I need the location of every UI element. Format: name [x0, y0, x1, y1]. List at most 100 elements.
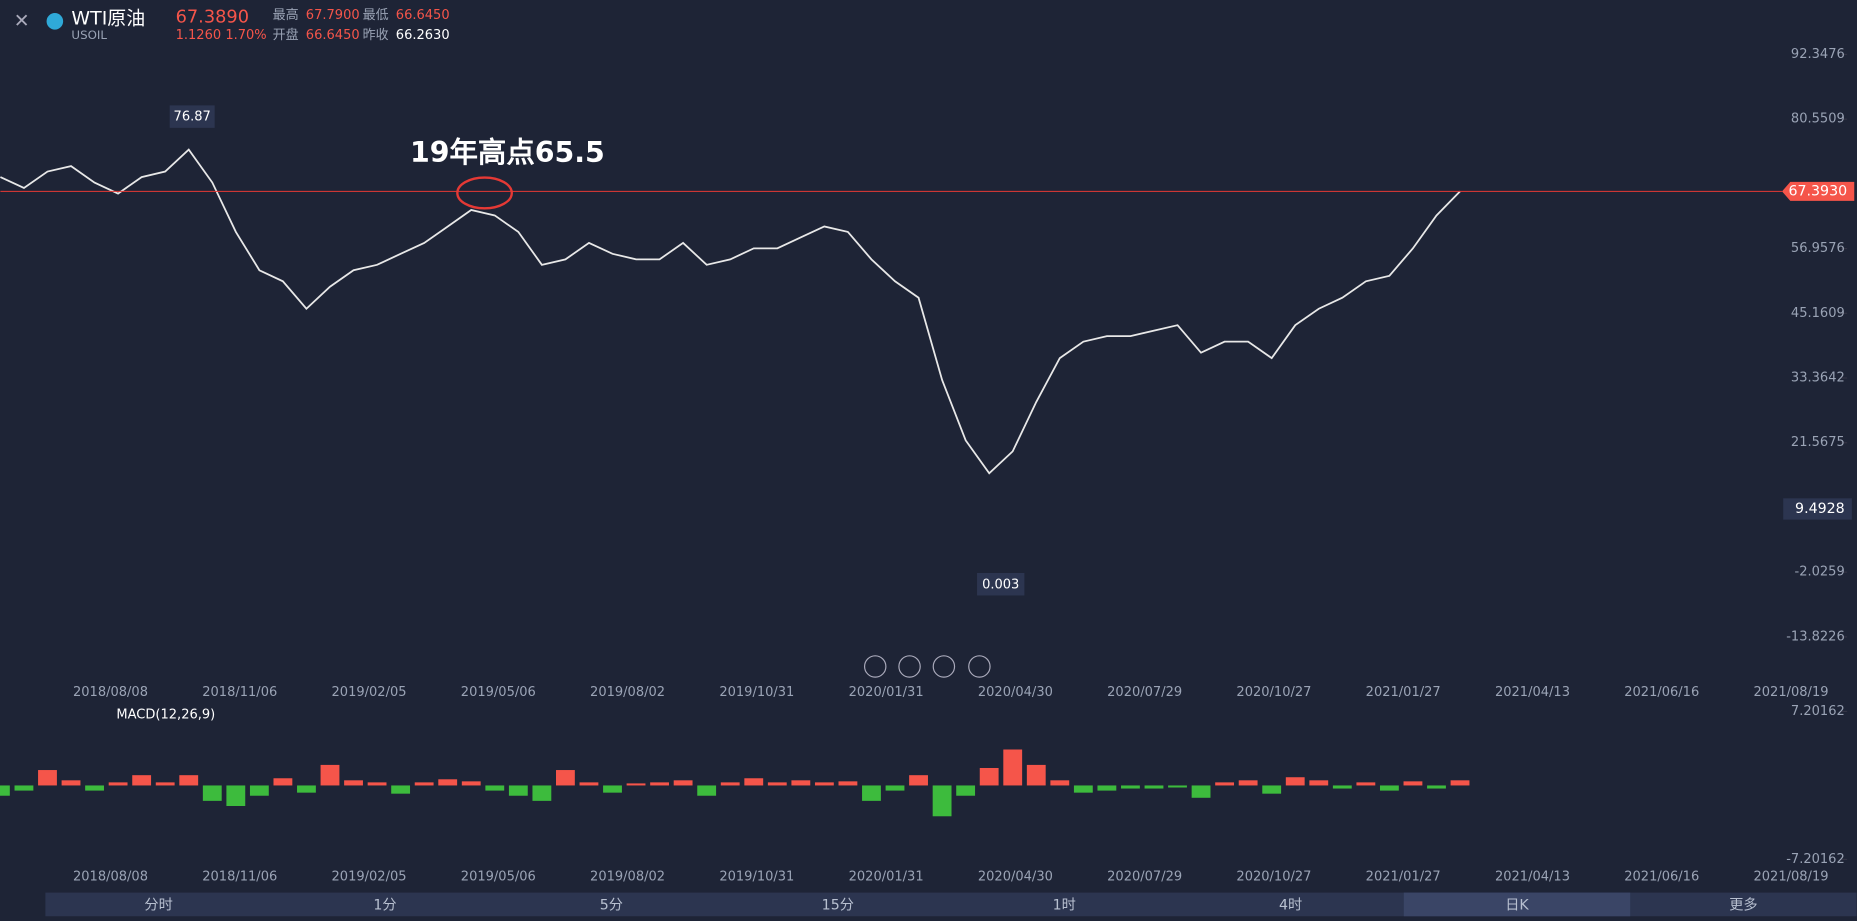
macd-bar [1026, 764, 1046, 786]
tab[interactable]: 4时 [1279, 898, 1302, 914]
symbol-code: USOIL [71, 28, 107, 42]
macd-bar [85, 785, 104, 791]
x-tick-label: 2019/10/31 [719, 870, 794, 885]
x-tick-label: 2021/04/13 [1495, 870, 1570, 885]
tab[interactable]: 5分 [600, 898, 623, 914]
tab[interactable]: 分时 [144, 898, 172, 914]
y-tick-label: 92.3476 [1791, 47, 1845, 62]
x-tick-label: 2019/08/02 [590, 870, 665, 885]
x-tick-label: 2021/01/27 [1366, 870, 1441, 885]
macd-bar [1050, 780, 1070, 786]
highlight-ellipse [456, 176, 513, 210]
x-tick-label: 2021/08/19 [1754, 870, 1829, 885]
macd-bar [485, 785, 505, 791]
macd-bar [1309, 780, 1329, 786]
x-tick-label: 2019/05/06 [461, 870, 536, 885]
price-line [0, 148, 1461, 475]
macd-bar [1097, 785, 1117, 791]
macd-bar [532, 785, 552, 801]
tab[interactable]: 15分 [822, 898, 854, 914]
macd-bar [1427, 785, 1446, 789]
macd-bar [979, 767, 999, 786]
x-tick-label: 2019/05/06 [461, 685, 536, 700]
macd-bar [650, 782, 670, 786]
macd-bar [1168, 785, 1187, 788]
macd-bar [956, 785, 976, 796]
price: 67.3890 [176, 8, 249, 28]
zoom-out[interactable] [863, 655, 887, 678]
macd-bar [1238, 780, 1258, 786]
macd-bar [555, 770, 575, 786]
macd-bar [697, 785, 717, 796]
macd-bar [1332, 785, 1352, 789]
macd-bar [414, 782, 434, 786]
macd-bar [791, 780, 811, 786]
stat-label: 最低 [363, 8, 389, 23]
macd-bar [438, 779, 458, 786]
y-tick-label: 21.5675 [1791, 435, 1845, 450]
tab[interactable]: 更多 [1729, 897, 1757, 914]
macd-bar [579, 782, 599, 786]
y-tick-label: 33.3642 [1791, 371, 1845, 386]
macd-bar [1356, 782, 1376, 786]
current-price-label: 67.3930 [1788, 183, 1847, 199]
x-tick-label: 2021/06/16 [1624, 870, 1699, 885]
zoom-controls [863, 655, 991, 678]
x-tick-label: 2018/08/08 [73, 685, 148, 700]
stat-value: 67.7900 [306, 8, 360, 23]
x-tick-label: 2018/08/08 [73, 870, 148, 885]
crosshair-label: 9.4928 [1795, 501, 1845, 517]
macd-bar [838, 781, 858, 786]
macd-bar [1215, 782, 1235, 786]
macd-bar [155, 782, 175, 786]
x-tick-label: 2019/10/31 [719, 685, 794, 700]
macd-bar [1073, 785, 1093, 793]
macd-bar [885, 785, 905, 791]
macd-bar [14, 785, 34, 791]
tab[interactable]: 日K [1505, 898, 1529, 914]
macd-bar [202, 785, 222, 801]
symbol-name[interactable]: WTI原油 [71, 7, 145, 29]
macd-bar [603, 785, 622, 793]
macd-bar [1191, 785, 1211, 798]
tab[interactable]: 1时 [1053, 898, 1076, 914]
y-tick-label: 45.1609 [1791, 306, 1845, 321]
x-tick-label: 2018/11/06 [202, 685, 277, 700]
macd-bar [108, 782, 128, 786]
macd-bar [391, 785, 411, 794]
tab[interactable]: 1分 [373, 898, 396, 914]
high-tag [169, 105, 215, 128]
next[interactable] [932, 655, 956, 678]
macd-bar [344, 780, 363, 786]
x-tick-label: 2018/11/06 [202, 870, 277, 885]
y-tick-label: 56.9576 [1791, 241, 1845, 256]
macd-bar [626, 783, 646, 786]
stat-value: 66.6450 [396, 8, 450, 23]
prev[interactable] [898, 655, 921, 678]
macd-bar [862, 785, 881, 801]
crosshair-tag [1783, 498, 1852, 520]
stat-label: 昨收 [363, 28, 389, 43]
macd-bar [1403, 781, 1423, 786]
zoom-in[interactable] [968, 655, 991, 678]
macd-bar [461, 781, 481, 786]
macd-bar [744, 778, 764, 786]
y-tick-label: 80.5509 [1791, 112, 1845, 127]
x-tick-label: 2020/01/31 [849, 685, 924, 700]
x-tick-label: 2020/04/30 [978, 870, 1053, 885]
y-tick-label: 7.20162 [1791, 704, 1845, 719]
macd-bar [1121, 785, 1140, 789]
macd-bar [508, 785, 528, 796]
x-tick-label: 2020/01/31 [849, 870, 924, 885]
macd-bar [132, 775, 152, 786]
x-tick-label: 2020/10/27 [1236, 870, 1311, 885]
y-tick-label: -13.8226 [1786, 629, 1845, 644]
change: 1.1260 [176, 28, 222, 43]
x-tick-label: 2020/07/29 [1107, 685, 1182, 700]
close-button[interactable]: ✕ [14, 10, 30, 32]
x-tick-label: 2021/06/16 [1624, 685, 1699, 700]
stat-label: 最高 [273, 7, 299, 23]
macd-bar [909, 775, 928, 786]
macd-bar [1379, 785, 1399, 791]
